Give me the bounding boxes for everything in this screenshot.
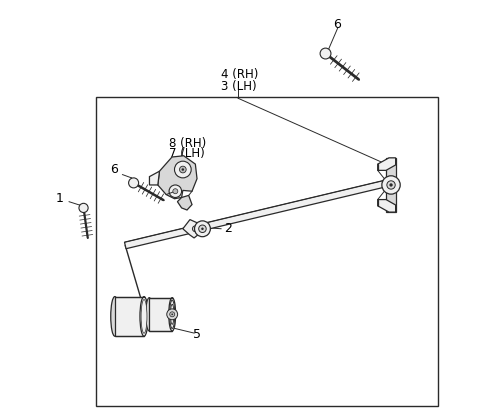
Circle shape xyxy=(180,166,186,173)
Text: 6: 6 xyxy=(333,18,341,31)
Circle shape xyxy=(129,178,139,188)
Ellipse shape xyxy=(170,304,174,324)
Ellipse shape xyxy=(140,297,148,336)
Ellipse shape xyxy=(169,300,175,328)
Ellipse shape xyxy=(111,297,119,336)
Circle shape xyxy=(170,312,175,317)
Bar xyxy=(96,97,438,406)
Text: 5: 5 xyxy=(193,328,201,341)
Circle shape xyxy=(169,185,181,197)
Polygon shape xyxy=(386,158,396,212)
Polygon shape xyxy=(183,220,201,238)
Bar xyxy=(149,298,172,331)
Circle shape xyxy=(387,181,395,189)
Text: 2: 2 xyxy=(224,222,232,235)
Text: 3 (LH): 3 (LH) xyxy=(221,79,257,92)
Polygon shape xyxy=(149,171,159,185)
Circle shape xyxy=(320,48,331,59)
Circle shape xyxy=(194,221,210,237)
Circle shape xyxy=(167,309,178,320)
Ellipse shape xyxy=(141,299,147,333)
Circle shape xyxy=(192,226,198,232)
Circle shape xyxy=(173,189,178,194)
Text: 1: 1 xyxy=(56,192,64,205)
Text: 6: 6 xyxy=(110,163,118,176)
Circle shape xyxy=(382,176,400,194)
Text: 8 (RH): 8 (RH) xyxy=(169,137,206,150)
Ellipse shape xyxy=(169,298,176,331)
Polygon shape xyxy=(378,158,396,171)
Circle shape xyxy=(389,183,393,186)
Circle shape xyxy=(79,203,88,213)
Circle shape xyxy=(171,313,173,315)
Polygon shape xyxy=(158,156,197,199)
Circle shape xyxy=(175,161,191,178)
Circle shape xyxy=(181,168,184,171)
Text: 7 (LH): 7 (LH) xyxy=(169,147,205,160)
Polygon shape xyxy=(178,195,192,210)
Polygon shape xyxy=(124,180,389,249)
Bar xyxy=(115,297,144,336)
Polygon shape xyxy=(378,200,396,212)
Text: 4 (RH): 4 (RH) xyxy=(221,68,259,81)
Circle shape xyxy=(199,225,206,233)
Ellipse shape xyxy=(146,298,153,331)
Circle shape xyxy=(201,228,204,230)
